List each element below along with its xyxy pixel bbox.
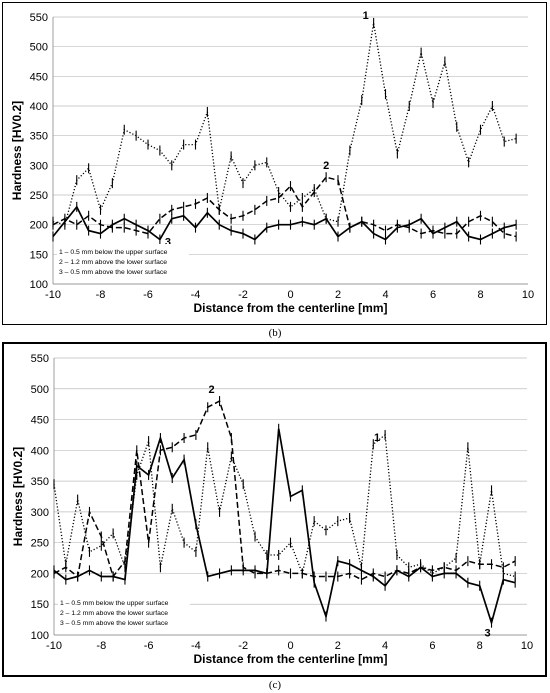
x-tick-label: -2 [238,640,248,652]
x-tick-label: 4 [382,640,388,652]
x-tick-label: 2 [335,640,341,652]
legend-entry-3: 3 – 0.5 mm above the lower surface [59,269,167,276]
series-line-1 [52,22,517,226]
y-tick-label: 150 [31,599,49,611]
y-tick-label: 350 [30,131,48,143]
chart-panel-c: 100 150 200 250 300 350 400 450 500 550 -10 -8 -6 -4-… [2,342,547,677]
y-tick-label: 250 [30,190,48,202]
y-axis-title: Hardness [HV0.2] [11,447,25,546]
series-line-3 [52,205,517,241]
y-tick-label: 450 [30,71,48,83]
legend-entry-1: 1 – 0.5 mm below the upper surface [60,600,169,607]
curve-label-2: 2 [208,384,214,396]
x-tick-label: 10 [521,640,533,652]
y-tick-label: 300 [31,507,49,519]
legend-entry-2: 2 – 1.2 mm above the lower surface [60,610,168,617]
x-tick-label: -4 [191,289,201,301]
series-line-3 [53,428,516,626]
x-axis-title: Distance from the centerline [mm] [193,652,387,666]
x-tick-label: 6 [429,640,435,652]
y-tick-label: 150 [30,249,48,261]
legend-box [57,244,189,280]
legend-entry-1: 1 – 0.5 mm below the upper surface [59,249,168,256]
y-tick-label: 100 [31,630,49,642]
x-tick-label: 8 [477,640,483,652]
y-axis-title: Hardness [HV0.2] [10,101,24,200]
y-tick-label: 500 [31,384,49,396]
panel-label-b: (b) [268,327,282,339]
y-tick-label: 200 [31,568,49,580]
x-tick-label: -2 [238,289,248,301]
x-tick-label: 10 [522,289,534,301]
curve-label-1: 1 [374,432,380,444]
x-tick-label: -10 [46,640,62,652]
series-line-2 [52,176,517,238]
legend-entry-2: 2 – 1.2 mm above the lower surface [59,259,167,266]
x-tick-label: -4 [191,640,201,652]
y-tick-label: 200 [30,220,48,232]
x-tick-label: -8 [96,289,106,301]
x-tick-label: -6 [143,289,153,301]
y-tick-label: 450 [31,415,49,427]
curve-label-3: 3 [484,628,490,640]
x-tick-label: 0 [287,640,293,652]
x-tick-label: -8 [96,640,106,652]
curve-label-3: 3 [165,237,171,249]
y-tick-label: 350 [31,476,49,488]
x-tick-label: 6 [430,289,436,301]
panel-label-c: (c) [268,679,282,691]
y-tick-label: 300 [30,160,48,172]
x-tick-label: 2 [335,289,341,301]
y-tick-label: 100 [30,279,48,291]
y-tick-label: 400 [30,101,48,113]
series-line-1 [53,433,516,578]
curve-label-2: 2 [323,160,329,172]
x-tick-label: 4 [382,289,388,301]
curve-label-1: 1 [363,10,369,22]
x-tick-label: -6 [144,640,154,652]
y-tick-label: 550 [30,12,48,24]
series-line-2 [53,400,516,581]
x-tick-label: -10 [45,289,61,301]
chart-panel-b: 100 150 200 250 300 350 400 450 500 550 -10 -8 -6 -4-… [2,2,547,325]
legend-entry-3: 3 – 0.5 mm above the lower surface [60,620,168,627]
y-tick-label: 250 [31,538,49,550]
legend-box [58,595,190,631]
y-tick-label: 550 [31,353,49,365]
x-tick-label: 8 [477,289,483,301]
y-tick-label: 500 [30,42,48,54]
x-tick-label: 0 [287,289,293,301]
x-axis-title: Distance from the centerline [mm] [193,301,387,315]
y-tick-label: 400 [31,445,49,457]
